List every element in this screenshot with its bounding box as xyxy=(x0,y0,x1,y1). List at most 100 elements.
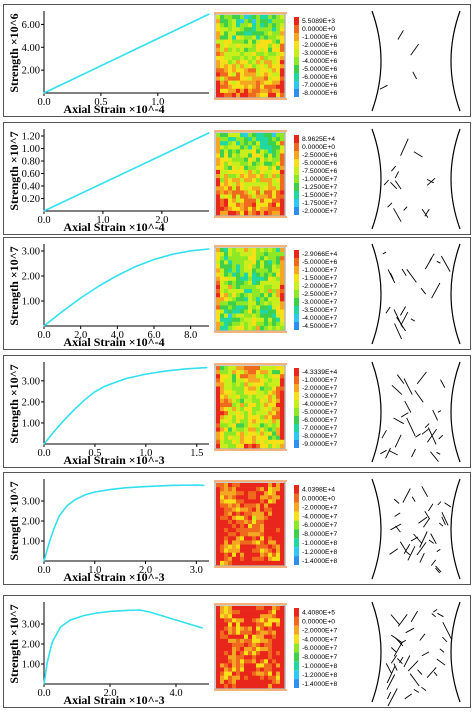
stress-cell xyxy=(264,394,269,400)
stress-cell xyxy=(224,210,229,216)
stress-cell xyxy=(236,552,241,558)
stress-cell xyxy=(220,186,225,191)
stress-cell xyxy=(256,56,261,61)
stress-cell xyxy=(264,614,269,619)
stress-cell xyxy=(264,190,269,195)
stress-cell xyxy=(240,153,245,158)
stress-cell xyxy=(240,293,245,298)
stress-cell xyxy=(256,317,261,323)
stress-cell xyxy=(272,548,277,553)
stress-cell xyxy=(272,157,277,162)
stress-cell xyxy=(240,415,245,420)
stress-cell xyxy=(216,264,221,269)
stress-cell xyxy=(236,528,241,533)
stress-cell xyxy=(224,80,229,85)
stress-cell xyxy=(268,317,273,323)
stress-cell xyxy=(220,325,225,331)
stress-cell xyxy=(252,305,257,310)
stress-cell xyxy=(228,133,233,138)
stress-cell xyxy=(260,276,265,282)
stress-cell xyxy=(276,556,281,562)
stress-cell xyxy=(268,289,273,294)
stress-cell xyxy=(232,642,237,648)
stress-cell xyxy=(260,394,265,400)
legend-swatch xyxy=(294,89,299,97)
legend-label: -1.0000E+7 xyxy=(302,377,338,384)
stress-cell xyxy=(280,614,285,619)
stress-cell xyxy=(276,43,281,49)
stress-cell xyxy=(228,614,233,619)
stress-cell xyxy=(244,39,249,44)
stress-cell xyxy=(220,626,225,631)
stress-cell xyxy=(248,182,253,187)
stress-cell xyxy=(248,548,253,553)
legend-swatch xyxy=(294,207,299,215)
stress-cell xyxy=(248,435,253,441)
stress-cell xyxy=(224,610,229,615)
stress-cell xyxy=(272,178,277,183)
stress-cell xyxy=(280,634,285,640)
stress-cell xyxy=(244,72,249,77)
crack xyxy=(386,666,396,684)
x-axis-label: Axial Strain ×10^-3 xyxy=(63,453,164,467)
stress-cell xyxy=(276,651,281,656)
stress-cell xyxy=(244,503,249,508)
stress-cell xyxy=(248,544,253,549)
legend-swatch xyxy=(294,392,299,400)
stress-cell xyxy=(232,528,237,533)
stress-cell xyxy=(248,248,253,253)
stress-cell xyxy=(232,309,237,314)
stress-cell xyxy=(220,374,225,379)
stress-cell xyxy=(232,386,237,391)
stress-cell xyxy=(248,313,253,318)
stress-cell xyxy=(236,540,241,545)
stress-cell xyxy=(280,133,285,138)
stress-cell xyxy=(260,536,265,541)
stress-cell xyxy=(228,679,233,685)
right-boundary xyxy=(450,10,461,112)
stress-cell xyxy=(276,398,281,404)
stress-cell xyxy=(216,141,221,146)
stress-cell xyxy=(224,370,229,375)
stress-cell xyxy=(240,407,245,412)
stress-cell xyxy=(268,165,273,171)
stress-cell xyxy=(268,540,273,545)
stress-cell xyxy=(228,145,233,150)
legend-swatch xyxy=(294,175,299,183)
stress-cell xyxy=(232,431,237,436)
stress-cell xyxy=(260,614,265,619)
legend-label: 4.4080E+5 xyxy=(302,610,335,617)
stress-cell xyxy=(256,606,261,611)
stress-cell xyxy=(260,39,265,44)
stress-cell xyxy=(264,149,269,154)
stress-cell xyxy=(236,39,241,44)
stress-cell xyxy=(272,378,277,383)
stress-cell xyxy=(228,382,233,387)
stress-cell xyxy=(244,248,249,253)
stress-cell xyxy=(220,378,225,383)
stress-cell xyxy=(244,198,249,203)
stress-cell xyxy=(232,667,237,672)
curve-point xyxy=(84,494,86,496)
stress-cell xyxy=(252,297,257,302)
stress-cell xyxy=(264,133,269,138)
stress-cell xyxy=(260,178,265,183)
legend-swatch xyxy=(294,322,299,330)
stress-cell xyxy=(280,317,285,323)
crack xyxy=(397,658,403,665)
stress-cell xyxy=(216,439,221,445)
stress-cell xyxy=(216,39,221,44)
crack xyxy=(413,689,420,693)
stress-cell xyxy=(236,439,241,445)
y-tick-label: 1.20 xyxy=(22,132,40,143)
stress-cell xyxy=(224,280,229,286)
stress-cell xyxy=(256,536,261,541)
stress-cell xyxy=(272,76,277,81)
stress-cell xyxy=(224,491,229,496)
stress-cell xyxy=(244,15,249,20)
stress-cell xyxy=(216,72,221,77)
stress-cell xyxy=(272,675,277,681)
stress-cell xyxy=(232,515,237,521)
